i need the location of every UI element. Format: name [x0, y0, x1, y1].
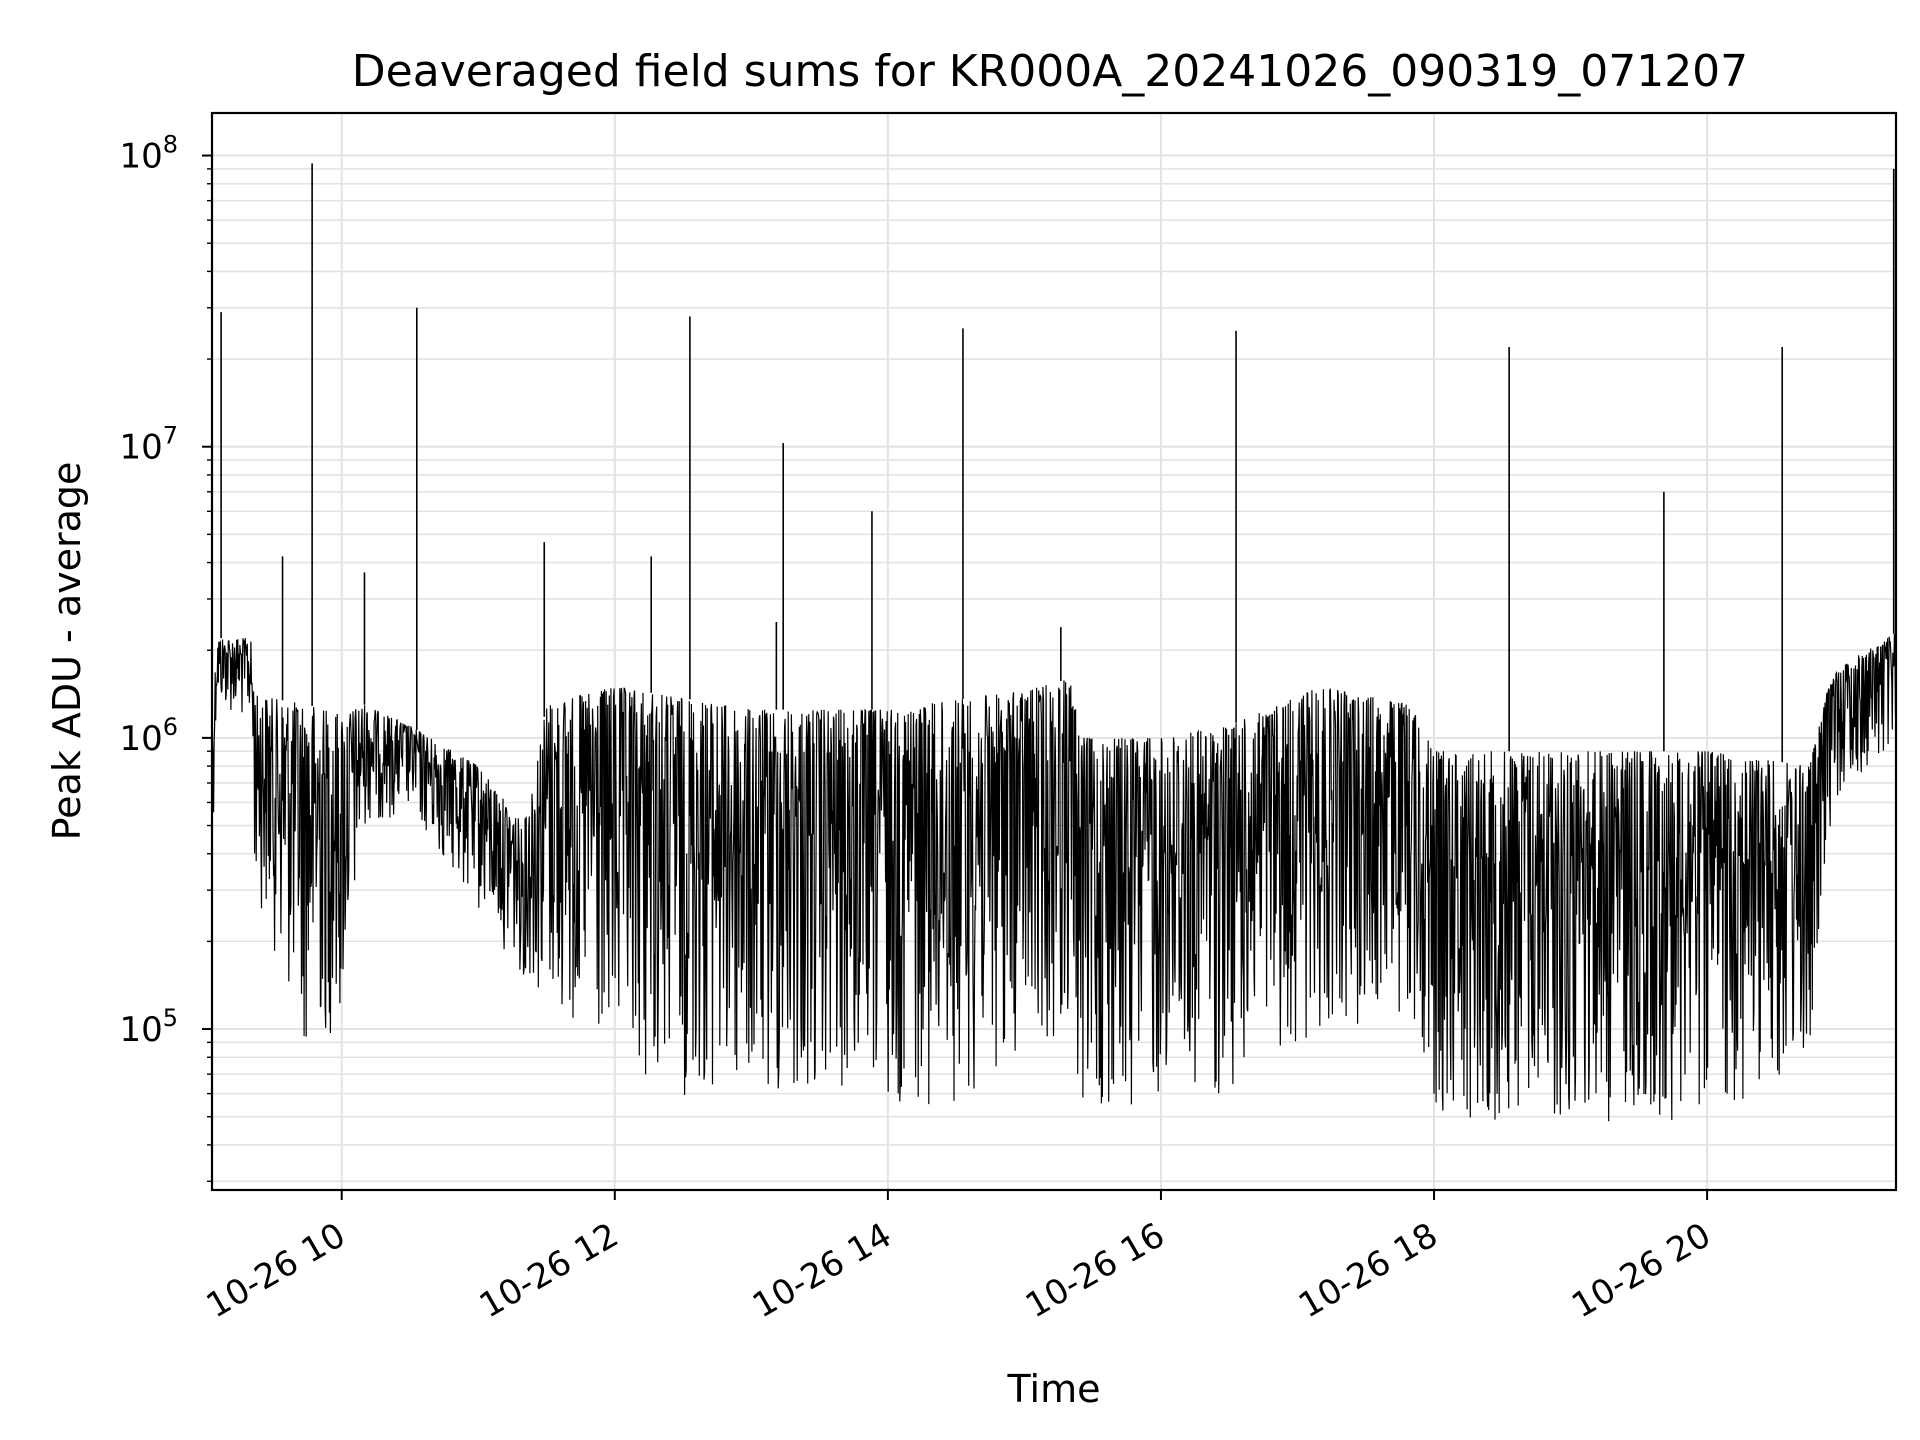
y-tick-label: 105 [119, 1004, 178, 1050]
series-trace [211, 633, 1897, 1122]
y-axis: 105 106 107 108 [119, 131, 212, 1182]
x-tick-label: 10-26 20 [1565, 1215, 1717, 1326]
chart-title: Deaveraged field sums for KR000A_2024102… [352, 46, 1748, 97]
x-tick-label: 10-26 16 [1019, 1215, 1171, 1326]
x-tick-label: 10-26 18 [1292, 1215, 1444, 1326]
y-tick-label: 107 [119, 422, 178, 468]
y-tick-label: 108 [119, 131, 178, 177]
y-axis-label: Peak ADU - average [45, 462, 89, 841]
plot-frame [210, 111, 1898, 1192]
x-axis: 10-26 10 10-26 12 10-26 14 10-26 16 10-26 18… [200, 1190, 1718, 1326]
x-tick-label: 10-26 12 [473, 1215, 625, 1326]
x-tick-label: 10-26 10 [200, 1215, 352, 1326]
x-tick-label: 10-26 14 [746, 1215, 898, 1326]
y-tick-label: 106 [119, 713, 178, 759]
series-line [211, 163, 1897, 1122]
x-axis-label: Time [1007, 1367, 1101, 1411]
